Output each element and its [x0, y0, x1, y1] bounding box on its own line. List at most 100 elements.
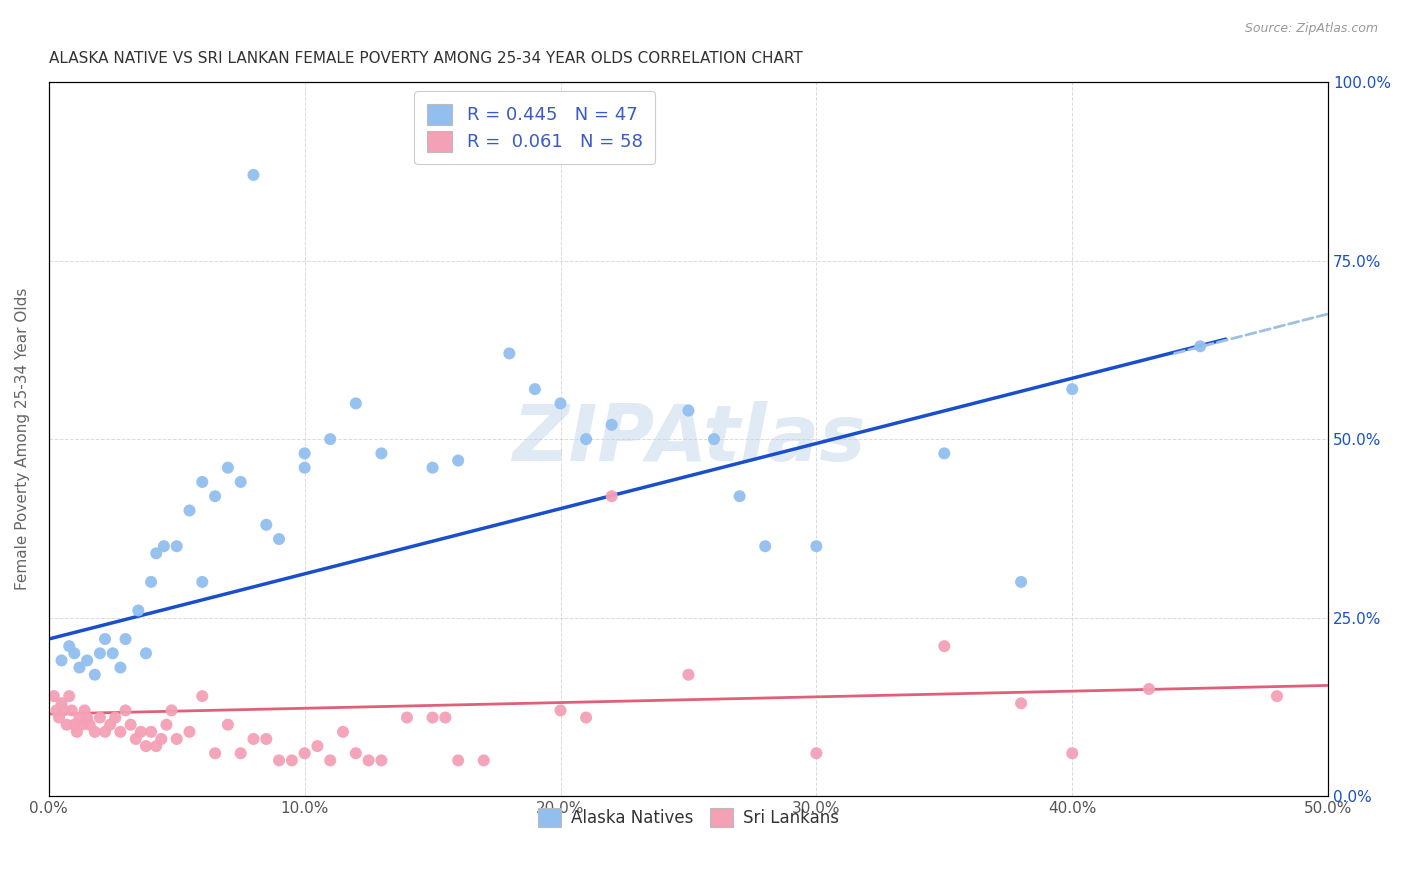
Point [523, 382, 546, 396]
Point [160, 703, 183, 717]
Point [281, 753, 304, 767]
Point [191, 689, 214, 703]
Point [434, 710, 457, 724]
Point [1189, 339, 1212, 353]
Point [166, 539, 188, 553]
Point [217, 460, 239, 475]
Point [53, 703, 76, 717]
Point [101, 646, 124, 660]
Point [89, 710, 111, 724]
Point [550, 396, 572, 410]
Point [703, 432, 725, 446]
Point [63, 646, 86, 660]
Point [217, 717, 239, 731]
Point [422, 710, 444, 724]
Point [575, 710, 598, 724]
Point [678, 403, 700, 417]
Point [139, 574, 162, 589]
Point [1265, 689, 1288, 703]
Point [191, 574, 214, 589]
Point [294, 460, 316, 475]
Point [267, 532, 290, 546]
Point [120, 717, 142, 731]
Point [60, 703, 83, 717]
Point [294, 446, 316, 460]
Point [319, 753, 342, 767]
Point [447, 753, 470, 767]
Point [89, 646, 111, 660]
Point [344, 746, 367, 760]
Point [254, 517, 277, 532]
Point [73, 703, 96, 717]
Point [294, 746, 316, 760]
Point [155, 717, 177, 731]
Y-axis label: Female Poverty Among 25-34 Year Olds: Female Poverty Among 25-34 Year Olds [15, 288, 30, 591]
Point [135, 739, 157, 753]
Point [94, 724, 117, 739]
Point [114, 703, 136, 717]
Point [472, 753, 495, 767]
Point [58, 689, 80, 703]
Point [1010, 696, 1032, 710]
Point [498, 346, 520, 360]
Point [69, 660, 91, 674]
Point [153, 539, 176, 553]
Point [806, 539, 828, 553]
Point [728, 489, 751, 503]
Point [145, 739, 167, 753]
Point [51, 653, 73, 667]
Point [179, 724, 201, 739]
Point [191, 475, 214, 489]
Point [307, 739, 329, 753]
Point [229, 746, 252, 760]
Point [806, 746, 828, 760]
Point [125, 731, 148, 746]
Point [79, 717, 101, 731]
Text: ZIPAtlas: ZIPAtlas [512, 401, 865, 477]
Point [319, 432, 342, 446]
Point [110, 660, 132, 674]
Point [83, 667, 105, 681]
Point [166, 731, 188, 746]
Point [42, 689, 65, 703]
Point [139, 724, 162, 739]
Point [48, 710, 70, 724]
Point [447, 453, 470, 467]
Point [98, 717, 121, 731]
Point [332, 724, 354, 739]
Point [254, 731, 277, 746]
Point [76, 710, 98, 724]
Text: ALASKA NATIVE VS SRI LANKAN FEMALE POVERTY AMONG 25-34 YEAR OLDS CORRELATION CHA: ALASKA NATIVE VS SRI LANKAN FEMALE POVER… [49, 51, 803, 66]
Point [58, 639, 80, 653]
Point [934, 446, 956, 460]
Point [204, 489, 226, 503]
Point [242, 731, 264, 746]
Point [267, 753, 290, 767]
Legend: Alaska Natives, Sri Lankans: Alaska Natives, Sri Lankans [531, 802, 846, 834]
Point [55, 717, 77, 731]
Text: Source: ZipAtlas.com: Source: ZipAtlas.com [1244, 22, 1378, 36]
Point [76, 653, 98, 667]
Point [242, 168, 264, 182]
Point [357, 753, 380, 767]
Point [145, 546, 167, 560]
Point [69, 710, 91, 724]
Point [370, 446, 392, 460]
Point [104, 710, 127, 724]
Point [204, 746, 226, 760]
Point [395, 710, 418, 724]
Point [550, 703, 572, 717]
Point [150, 731, 173, 746]
Point [94, 632, 117, 646]
Point [127, 603, 149, 617]
Point [575, 432, 598, 446]
Point [1137, 681, 1160, 696]
Point [678, 667, 700, 681]
Point [344, 396, 367, 410]
Point [370, 753, 392, 767]
Point [114, 632, 136, 646]
Point [129, 724, 152, 739]
Point [70, 717, 93, 731]
Point [934, 639, 956, 653]
Point [110, 724, 132, 739]
